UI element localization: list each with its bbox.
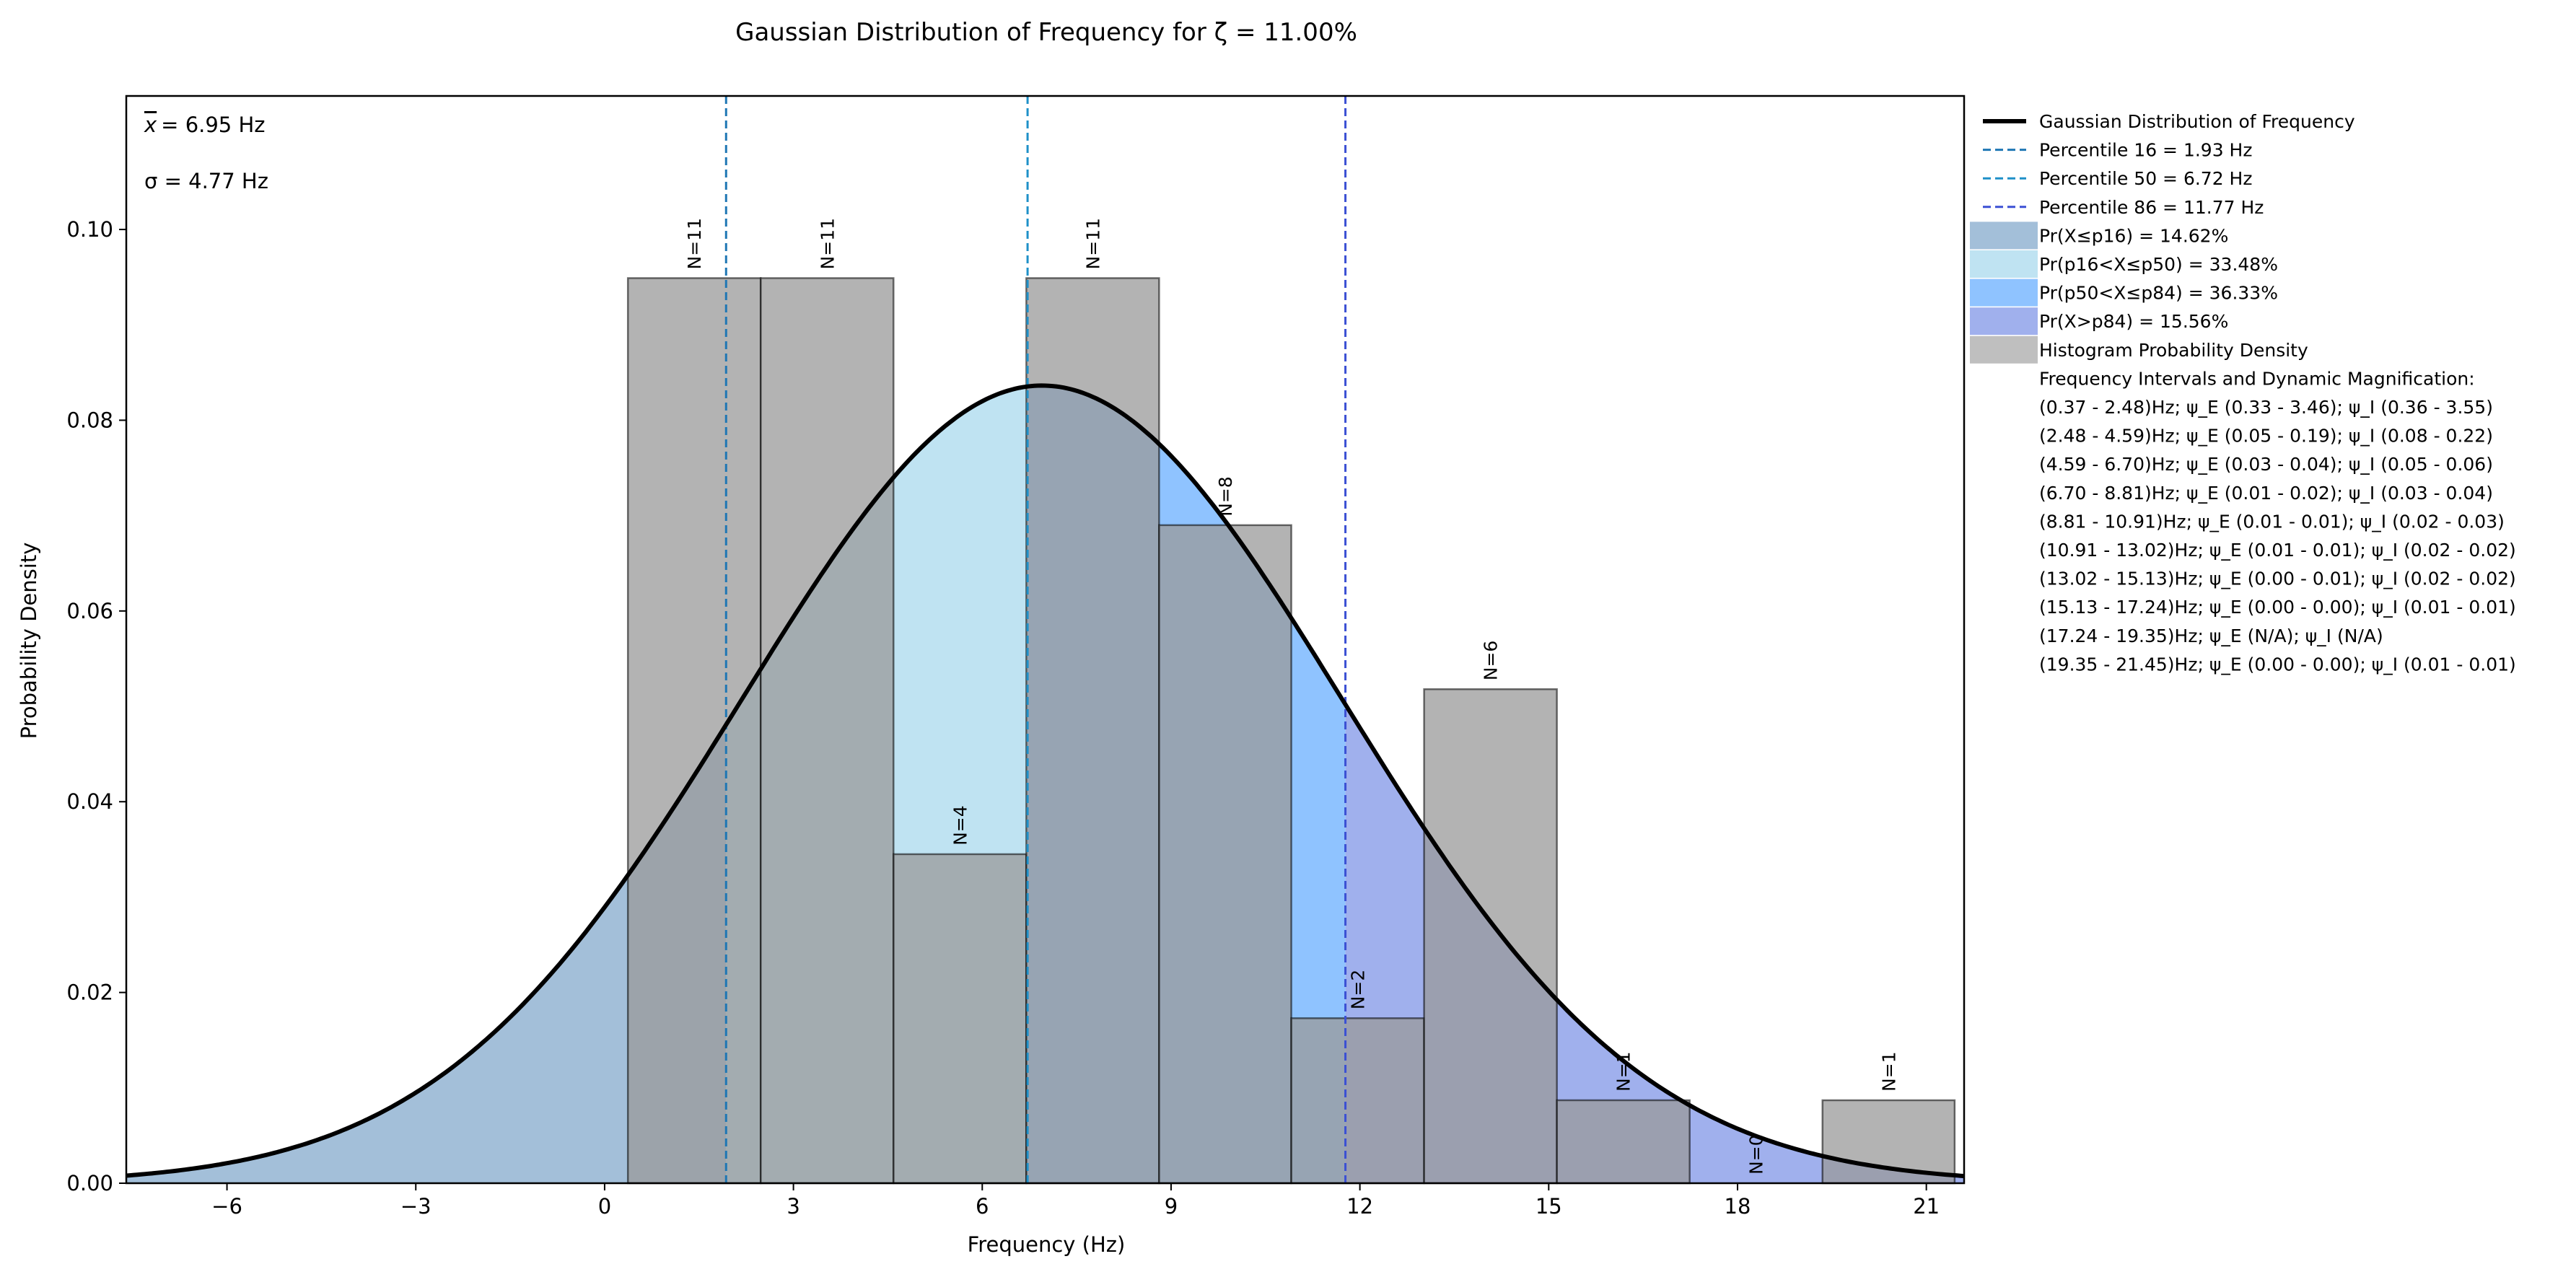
axes-frame: [125, 95, 1966, 1185]
legend-interval-entry: (15.13 - 17.24)Hz; ψ_E (0.00 - 0.00); ψ_…: [2039, 597, 2516, 618]
legend-label-curve: Gaussian Distribution of Frequency: [2039, 111, 2355, 132]
legend-label-percentile: Percentile 50 = 6.72 Hz: [2039, 168, 2252, 189]
legend-label-percentile: Percentile 16 = 1.93 Hz: [2039, 140, 2252, 161]
legend-interval-entry: (10.91 - 13.02)Hz; ψ_E (0.01 - 0.01); ψ_…: [2039, 540, 2516, 561]
x-tick-label: 3: [787, 1194, 799, 1219]
histogram-bar: [626, 277, 762, 1185]
legend-swatch-histogram: [1970, 335, 2038, 364]
x-tick-label: 15: [1535, 1194, 1562, 1219]
legend-interval-entry: (0.37 - 2.48)Hz; ψ_E (0.33 - 3.46); ψ_I …: [2039, 397, 2493, 418]
y-tick-label: 0.02: [66, 980, 113, 1005]
legend-label-region: Pr(X≤p16) = 14.62%: [2039, 225, 2228, 246]
legend-swatch-region: [1970, 307, 2038, 335]
histogram-bar: [1290, 1017, 1425, 1185]
plot-area: N=11 N=11N=4N=11N=8N=2N=6N=1N=0N=1−6 −3 0 3 6…: [66, 95, 1966, 1219]
bar-count-label: N=4: [950, 805, 971, 846]
legend-swatch-region: [1970, 221, 2038, 250]
x-tick-label: 21: [1913, 1194, 1940, 1219]
legend-label-histogram: Histogram Probability Density: [2039, 340, 2308, 361]
bar-count-label: N=11: [684, 218, 705, 269]
bar-count-label: N=11: [817, 218, 838, 269]
legend-label-region: Pr(p50<X≤p84) = 36.33%: [2039, 283, 2278, 304]
mean-value: = 6.95 Hz: [161, 113, 265, 137]
x-tick-label: 18: [1725, 1194, 1751, 1219]
histogram-bar: [759, 277, 895, 1185]
legend-swatch-region: [1970, 278, 2038, 307]
legend-interval-entry: (8.81 - 10.91)Hz; ψ_E (0.01 - 0.01); ψ_I…: [2039, 511, 2505, 532]
legend-interval-entry: (6.70 - 8.81)Hz; ψ_E (0.01 - 0.02); ψ_I …: [2039, 483, 2493, 504]
bar-count-label: N=2: [1348, 970, 1369, 1010]
legend-interval-entry: (2.48 - 4.59)Hz; ψ_E (0.05 - 0.19); ψ_I …: [2039, 426, 2493, 447]
legend-interval-entry: (4.59 - 6.70)Hz; ψ_E (0.03 - 0.04); ψ_I …: [2039, 454, 2493, 475]
histogram-bar: [1556, 1099, 1691, 1185]
x-tick-label: 12: [1346, 1194, 1373, 1219]
y-tick-label: 0.10: [66, 217, 113, 242]
legend-interval-entry: (17.24 - 19.35)Hz; ψ_E (N/A); ψ_I (N/A): [2039, 626, 2383, 646]
chart-title: Gaussian Distribution of Frequency for ζ…: [735, 18, 1357, 47]
legend-label-region: Pr(X>p84) = 15.56%: [2039, 311, 2228, 332]
x-tick-label: −3: [400, 1194, 431, 1219]
y-tick-label: 0.00: [66, 1171, 113, 1195]
y-axis-label: Probability Density: [17, 543, 41, 740]
x-tick-label: 6: [976, 1194, 989, 1219]
bar-count-label: N=1: [1878, 1051, 1899, 1092]
x-tick-label: 0: [598, 1194, 611, 1219]
histogram-bar: [1821, 1099, 1956, 1185]
mean-annotation: x = 6.95 Hz: [144, 113, 266, 137]
histogram-bar: [1423, 688, 1558, 1185]
bar-count-label: N=6: [1481, 641, 1502, 681]
histogram-bar: [1158, 524, 1292, 1185]
sigma-annotation: σ = 4.77 Hz: [144, 169, 268, 193]
bar-count-label: N=0: [1746, 1134, 1767, 1175]
y-tick-label: 0.04: [66, 789, 113, 814]
x-tick-label: 9: [1165, 1194, 1178, 1219]
probability-region-1: [126, 724, 727, 1183]
legend-label-region: Pr(p16<X≤p50) = 33.48%: [2039, 254, 2278, 275]
legend-label-percentile: Percentile 86 = 11.77 Hz: [2039, 197, 2264, 218]
legend-interval-entry: (19.35 - 21.45)Hz; ψ_E (0.00 - 0.00); ψ_…: [2039, 654, 2516, 675]
bar-count-label: N=11: [1082, 218, 1103, 269]
x-tick-label: −6: [211, 1194, 242, 1219]
gaussian-curve: [126, 383, 1964, 1179]
legend-intervals-header: Frequency Intervals and Dynamic Magnific…: [2039, 368, 2475, 389]
legend-interval-entry: (13.02 - 15.13)Hz; ψ_E (0.00 - 0.01); ψ_…: [2039, 569, 2516, 589]
legend-swatch-region: [1970, 250, 2038, 278]
histogram-bar: [1025, 277, 1160, 1185]
y-tick-label: 0.08: [66, 408, 113, 432]
y-tick-label: 0.06: [66, 599, 113, 623]
x-axis-label: Frequency (Hz): [968, 1232, 1126, 1257]
histogram-bar: [893, 853, 1028, 1185]
legend: Gaussian Distribution of Frequency Percen…: [1970, 111, 2516, 675]
